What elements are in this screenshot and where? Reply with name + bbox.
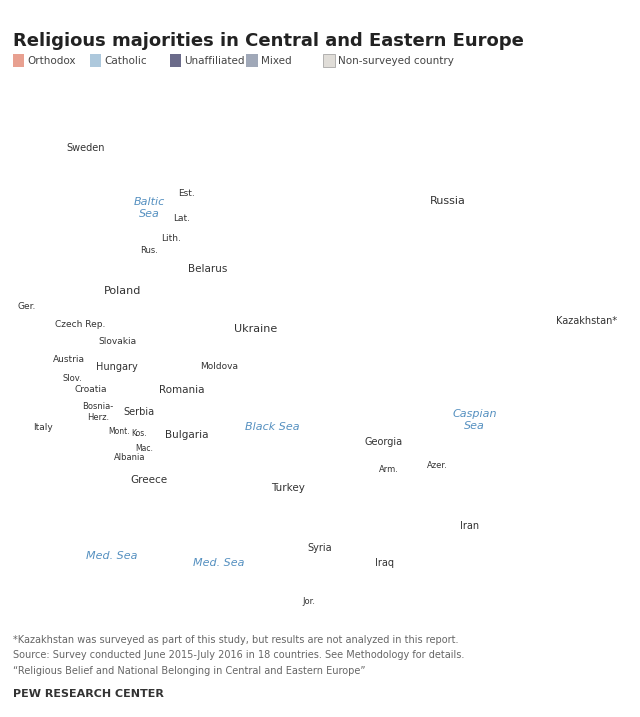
- Text: Greece: Greece: [131, 475, 168, 485]
- Text: Rus.: Rus.: [140, 246, 158, 255]
- Text: Mac.: Mac.: [135, 444, 153, 453]
- Text: Bulgaria: Bulgaria: [165, 430, 209, 440]
- Text: Belarus: Belarus: [188, 264, 228, 274]
- Text: Russia: Russia: [430, 196, 466, 206]
- Text: Iraq: Iraq: [374, 559, 394, 569]
- Text: Albania: Albania: [115, 453, 146, 462]
- Text: Austria: Austria: [53, 355, 85, 364]
- Text: Non-surveyed country: Non-surveyed country: [338, 56, 454, 66]
- Text: Syria: Syria: [308, 543, 332, 554]
- Text: Med. Sea: Med. Sea: [86, 551, 138, 561]
- Text: Kos.: Kos.: [131, 429, 147, 438]
- Text: Czech Rep.: Czech Rep.: [55, 320, 105, 329]
- Text: Slov.: Slov.: [63, 374, 83, 384]
- Text: Black Sea: Black Sea: [244, 422, 300, 432]
- Text: Slovakia: Slovakia: [99, 337, 136, 346]
- Text: Unaffiliated: Unaffiliated: [184, 56, 245, 66]
- Text: Sweden: Sweden: [66, 143, 104, 153]
- Text: Est.: Est.: [179, 189, 195, 197]
- Text: Georgia: Georgia: [365, 437, 403, 447]
- Text: Moldova: Moldova: [200, 362, 237, 371]
- Text: Caspian
Sea: Caspian Sea: [452, 409, 497, 430]
- Text: Jor.: Jor.: [303, 597, 316, 606]
- Text: Ger.: Ger.: [17, 302, 36, 311]
- Text: Bosnia-
Herz.: Bosnia- Herz.: [83, 402, 114, 422]
- Text: Croatia: Croatia: [74, 385, 107, 394]
- Text: Ukraine: Ukraine: [234, 324, 278, 334]
- Text: Turkey: Turkey: [271, 483, 305, 493]
- Text: Lith.: Lith.: [161, 234, 180, 243]
- Text: Mont.: Mont.: [109, 427, 131, 437]
- Text: Mixed: Mixed: [261, 56, 292, 66]
- Text: Lat.: Lat.: [173, 214, 190, 223]
- Text: Poland: Poland: [104, 286, 141, 296]
- Text: Italy: Italy: [33, 423, 52, 432]
- Text: Orthodox: Orthodox: [28, 56, 76, 66]
- Text: Source: Survey conducted June 2015-July 2016 in 18 countries. See Methodology fo: Source: Survey conducted June 2015-July …: [13, 650, 464, 660]
- Text: Kazakhstan*: Kazakhstan*: [556, 316, 617, 326]
- Text: Baltic
Sea: Baltic Sea: [134, 197, 165, 219]
- Text: Religious majorities in Central and Eastern Europe: Religious majorities in Central and East…: [13, 32, 524, 50]
- Text: Med. Sea: Med. Sea: [193, 559, 244, 569]
- Text: Romania: Romania: [159, 384, 204, 394]
- Text: Azer.: Azer.: [427, 460, 448, 470]
- Text: PEW RESEARCH CENTER: PEW RESEARCH CENTER: [13, 689, 164, 699]
- Text: Hungary: Hungary: [97, 362, 138, 372]
- Text: Iran: Iran: [460, 521, 479, 531]
- Text: Serbia: Serbia: [123, 407, 154, 417]
- Text: Arm.: Arm.: [380, 465, 399, 474]
- Text: Catholic: Catholic: [104, 56, 147, 66]
- Text: *Kazakhstan was surveyed as part of this study, but results are not analyzed in : *Kazakhstan was surveyed as part of this…: [13, 635, 458, 645]
- Text: “Religious Belief and National Belonging in Central and Eastern Europe”: “Religious Belief and National Belonging…: [13, 666, 365, 676]
